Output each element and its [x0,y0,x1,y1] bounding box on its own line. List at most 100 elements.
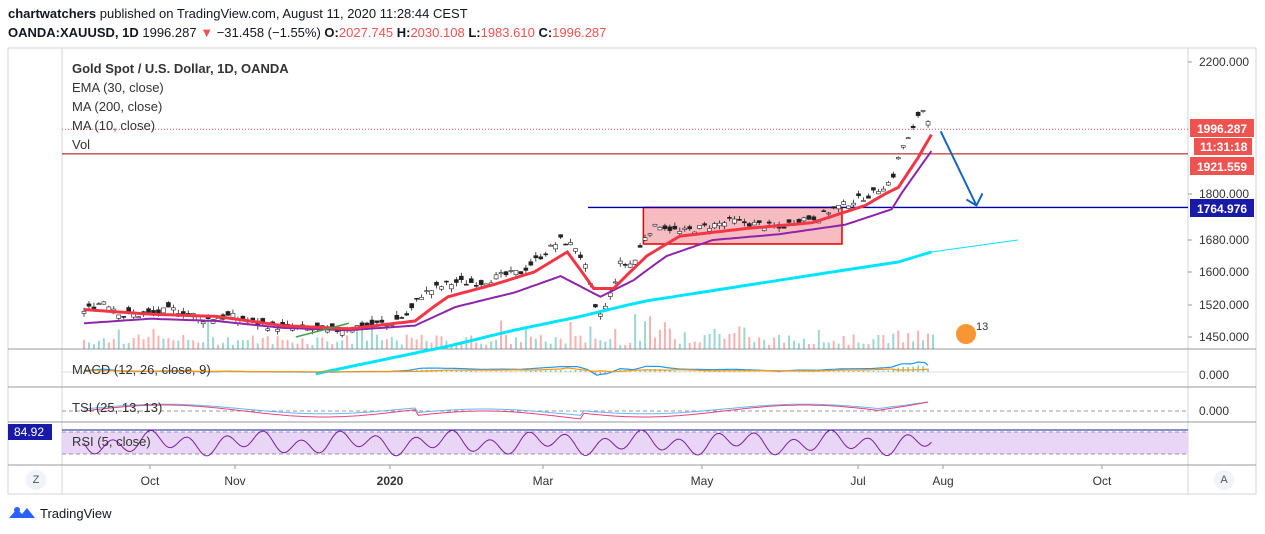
candle-body [538,256,544,260]
volume-bar [475,342,478,349]
volume-bar [137,334,140,349]
candle-body [831,206,837,209]
volume-bar [902,342,905,349]
volume-bar [410,337,413,349]
candle-body [756,220,762,223]
candle-body [915,112,921,116]
candle-body [905,137,911,140]
candle-body [642,237,648,241]
chart-frame [7,47,1257,495]
candle-body [464,283,469,286]
volume-bar [554,337,557,349]
tsi-line [83,401,929,420]
volume-bar [922,340,925,349]
candle-body [603,305,608,310]
x-tick-label: Jul [850,474,865,488]
zoom-button[interactable]: Z [26,470,46,490]
volume-bar [326,341,329,349]
candle-body [101,301,107,305]
candle-body [607,292,613,297]
volume-bar [435,335,438,349]
candle-body [478,280,484,285]
ma10-line [83,150,933,332]
indicator-zero-label: 0.000 [1199,368,1229,382]
candle-body [920,110,926,112]
volume-bar [97,340,100,349]
volume-bar [519,342,522,349]
volume-bar [316,337,319,349]
candle-body [498,272,504,275]
volume-bar [460,341,463,349]
candle-body [493,274,499,280]
down-arrow-icon: ▼ [200,25,214,40]
volume-bar [301,338,304,349]
volume-bar [708,333,711,349]
y-tick-label: 1600.000 [1199,265,1249,279]
indicator-zero-label: 0.000 [1199,404,1229,418]
candle-body [881,188,886,192]
tsi-legend[interactable]: TSI (25, 13, 13) [72,400,163,415]
volume-bar [619,344,622,349]
volume-bar [539,334,542,349]
volume-bar [723,338,726,349]
candle-body [449,284,454,290]
candle-body [806,215,812,220]
candle-body [205,317,211,319]
rsi-value-tag [8,424,52,440]
macd-legend[interactable]: MACD (12, 26, close, 9) [72,362,211,377]
candle-body [96,303,102,305]
volume-bar [266,336,269,349]
volume-bar [361,325,364,349]
volume-bar [385,339,388,349]
author-name[interactable]: chartwatchers [8,6,97,21]
candle-body [662,225,668,230]
volume-bar [440,336,443,349]
volume-bar [763,339,766,349]
volume-bar [480,343,483,349]
volume-bar [346,335,349,349]
volume-bar [678,343,681,349]
high-value: 2030.108 [410,25,465,40]
volume-bar [802,338,805,349]
volume-bar [514,337,517,349]
rsi-legend[interactable]: RSI (5, close) [72,434,151,449]
volume-bar [634,313,637,349]
volume-bar [932,334,935,349]
volume-bar [718,333,721,349]
candle-body [553,244,558,250]
volume-bar [127,343,130,349]
volume-bar [877,335,880,349]
volume-bar [758,337,761,349]
vol-legend[interactable]: Vol [72,137,91,152]
close-label: C: [538,25,553,40]
volume-bar [778,334,781,349]
volume-bar [673,339,676,349]
x-tick-label: 2020 [377,474,404,488]
volume-bar [509,344,512,349]
candle-body [598,313,603,317]
volume-bar [366,340,369,349]
ema-legend[interactable]: EMA (30, close) [72,80,164,95]
ma200-legend[interactable]: MA (200, close) [72,99,163,114]
volume-bar [251,335,254,349]
ma10-legend[interactable]: MA (10, close) [72,118,156,133]
candle-body [717,222,722,227]
volume-bar [887,343,890,349]
volume-bar [321,337,324,349]
volume-bar [217,344,220,349]
candle-body [399,317,405,319]
rsi-line [83,429,932,457]
volume-bar [792,340,795,349]
auto-scale-button[interactable]: A [1214,470,1234,490]
tradingview-brand[interactable]: TradingView [8,504,112,522]
volume-bar [788,335,791,349]
candle-body [796,219,802,223]
candle-body [890,173,896,178]
candle-body [81,311,87,314]
candle-body [250,317,256,321]
price-tag [1190,119,1254,137]
candle-body [578,254,583,258]
candle-body [339,330,345,336]
volume-bar [212,337,215,349]
